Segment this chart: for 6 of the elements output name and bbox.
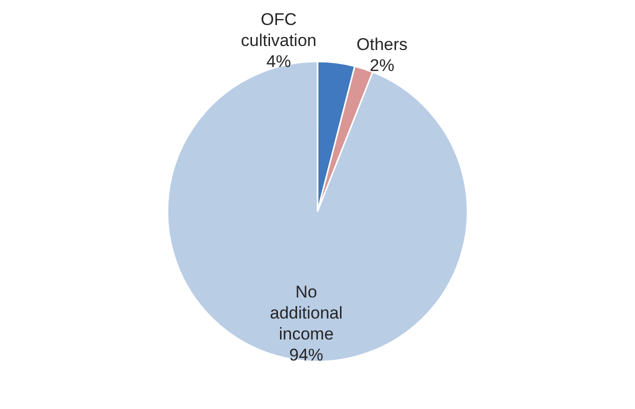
- slice-label: No additional income: [270, 282, 343, 344]
- slice-label: OFC cultivation: [240, 10, 316, 50]
- data-label: 94%: [289, 345, 324, 364]
- data-label: 4%: [266, 52, 291, 71]
- slice-label: Others: [356, 34, 408, 54]
- data-label: 2%: [370, 56, 394, 75]
